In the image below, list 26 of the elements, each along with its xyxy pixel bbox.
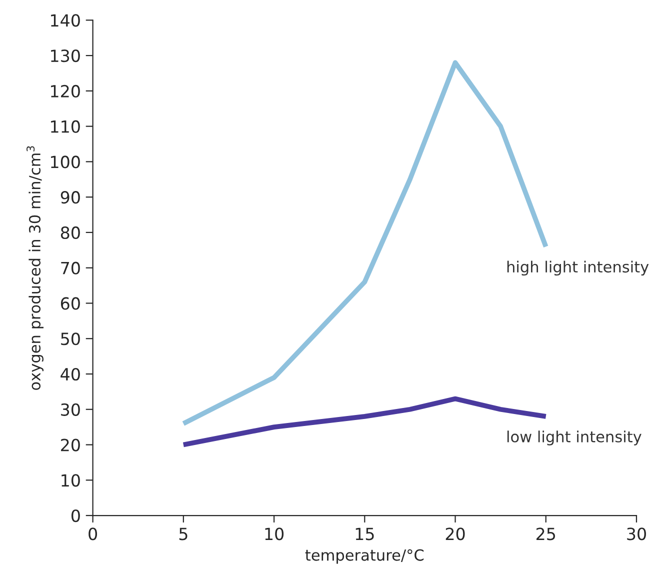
y-tick-label: 70 bbox=[61, 262, 80, 274]
y-tick-label: 80 bbox=[60, 226, 80, 240]
x-tick-label: 25 bbox=[536, 528, 556, 540]
x-tick-label: 30 bbox=[627, 528, 646, 540]
x-tick-label: 20 bbox=[446, 528, 465, 540]
x-tick-label: 15 bbox=[356, 528, 374, 540]
y-tick-label: 110 bbox=[51, 120, 80, 133]
y-tick-label: 20 bbox=[61, 438, 80, 452]
y-tick-label: 120 bbox=[51, 84, 80, 98]
y-tick-label: 40 bbox=[60, 368, 80, 381]
y-tick-label: 30 bbox=[61, 403, 80, 416]
series-label: low light intensity bbox=[507, 430, 642, 446]
y-axis-title: oxygen produced in 30 min/cm$^{3}$ bbox=[26, 146, 44, 390]
y-tick-label: 10 bbox=[62, 474, 80, 487]
y-tick-label: 50 bbox=[61, 332, 80, 346]
x-tick-label: 0 bbox=[88, 528, 98, 540]
x-tick-label: 10 bbox=[265, 528, 284, 540]
y-tick-label: 0 bbox=[72, 509, 80, 522]
y-tick-label: 140 bbox=[51, 14, 80, 27]
y-tick-label: 90 bbox=[60, 191, 80, 204]
y-tick-label: 100 bbox=[51, 156, 80, 168]
y-tick-label: 60 bbox=[60, 297, 80, 310]
y-tick-label: 130 bbox=[51, 50, 80, 62]
text: high light intensity bbox=[507, 260, 649, 276]
x-tick-label: 5 bbox=[179, 528, 188, 540]
x-axis-title: temperature/°C bbox=[305, 549, 424, 564]
